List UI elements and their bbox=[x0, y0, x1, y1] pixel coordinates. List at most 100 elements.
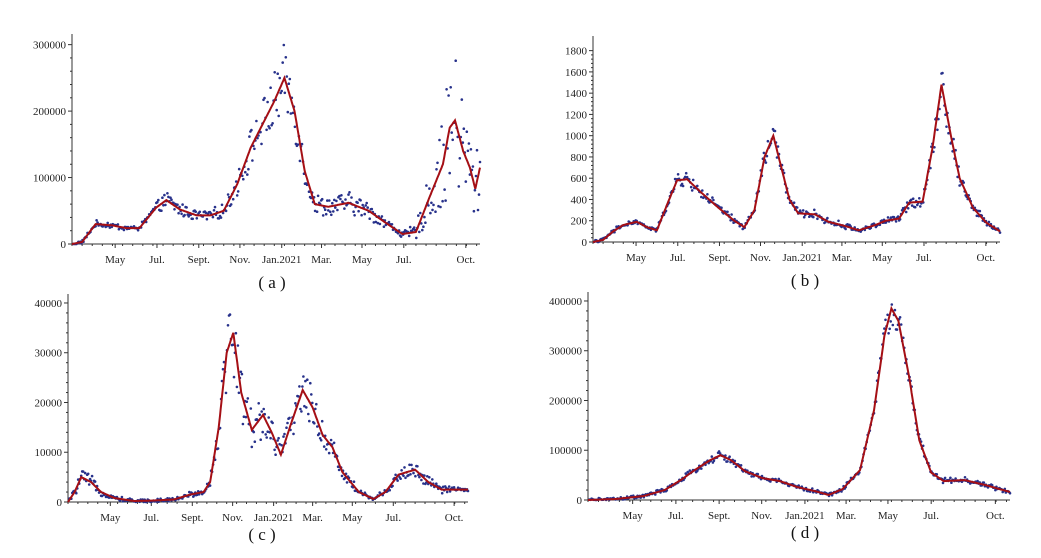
data-point bbox=[941, 481, 945, 485]
y-tick-label: 100000 bbox=[33, 173, 67, 185]
data-point bbox=[681, 184, 685, 188]
x-tick-label: Nov. bbox=[222, 512, 243, 524]
data-point bbox=[311, 401, 314, 405]
data-point bbox=[299, 407, 302, 411]
data-point bbox=[734, 465, 738, 469]
data-point bbox=[701, 189, 704, 192]
data-point bbox=[443, 188, 446, 191]
data-point bbox=[886, 216, 890, 219]
data-point bbox=[248, 135, 251, 138]
data-point bbox=[910, 204, 914, 207]
data-point bbox=[689, 185, 693, 189]
data-point bbox=[258, 413, 262, 417]
data-point bbox=[237, 167, 241, 171]
y-tick-label: 300000 bbox=[33, 40, 67, 52]
x-tick-label: Jul. bbox=[923, 510, 939, 522]
data-point bbox=[812, 215, 815, 219]
data-point bbox=[420, 478, 423, 482]
data-point bbox=[936, 128, 939, 132]
panel-caption-a: ( a ) bbox=[258, 273, 285, 292]
data-point bbox=[419, 211, 422, 215]
data-point bbox=[441, 485, 445, 489]
data-point bbox=[467, 142, 471, 145]
data-point bbox=[792, 201, 796, 204]
data-point bbox=[294, 402, 297, 405]
x-tick-label: May bbox=[623, 510, 644, 522]
data-point bbox=[457, 185, 461, 188]
y-tick-label: 1000 bbox=[565, 131, 588, 143]
data-point bbox=[364, 204, 368, 207]
data-point bbox=[180, 212, 183, 216]
data-point bbox=[896, 215, 900, 218]
data-point bbox=[317, 432, 321, 435]
data-point bbox=[350, 196, 353, 199]
data-point bbox=[438, 138, 441, 142]
data-point bbox=[245, 400, 249, 404]
data-point bbox=[183, 213, 186, 217]
data-point bbox=[943, 476, 947, 480]
data-point bbox=[281, 61, 285, 64]
fit-line bbox=[67, 332, 468, 503]
data-point bbox=[894, 220, 898, 223]
data-point bbox=[942, 83, 945, 86]
data-point bbox=[324, 448, 328, 451]
data-point bbox=[440, 491, 444, 495]
data-point bbox=[336, 465, 340, 469]
data-point bbox=[108, 226, 112, 229]
data-point bbox=[802, 215, 806, 219]
data-point bbox=[226, 324, 230, 327]
x-tick-label: Jan.2021 bbox=[262, 254, 301, 266]
data-point bbox=[246, 173, 249, 176]
data-point bbox=[708, 201, 711, 204]
data-point bbox=[428, 476, 431, 479]
data-point bbox=[766, 139, 770, 143]
data-point bbox=[429, 211, 432, 215]
panel-d: 0 100000 200000 300000 400000 May Jul. Sept. Nov… bbox=[549, 292, 1012, 542]
data-point bbox=[673, 177, 677, 181]
data-point bbox=[344, 198, 347, 201]
x-tick-label: Jul. bbox=[144, 512, 160, 524]
data-point bbox=[396, 479, 399, 482]
data-point bbox=[447, 485, 451, 488]
data-point bbox=[461, 141, 465, 144]
data-point bbox=[418, 230, 421, 234]
data-point bbox=[332, 441, 336, 445]
data-point bbox=[889, 320, 892, 323]
data-point bbox=[380, 215, 384, 218]
scatter-series bbox=[68, 313, 470, 504]
data-point bbox=[173, 208, 176, 211]
data-point bbox=[417, 214, 420, 217]
data-point bbox=[361, 203, 365, 207]
data-point bbox=[75, 491, 78, 495]
data-point bbox=[235, 385, 239, 389]
data-point bbox=[464, 180, 468, 183]
data-point bbox=[288, 77, 292, 81]
data-point bbox=[444, 486, 448, 490]
data-point bbox=[975, 214, 979, 218]
data-point bbox=[307, 412, 310, 416]
data-point bbox=[919, 205, 922, 208]
data-point bbox=[390, 223, 394, 226]
data-point bbox=[428, 187, 431, 190]
data-point bbox=[280, 443, 283, 447]
data-point bbox=[296, 143, 300, 146]
data-point bbox=[840, 490, 843, 493]
data-point bbox=[440, 125, 443, 128]
data-point bbox=[700, 467, 703, 470]
data-point bbox=[292, 432, 295, 436]
data-point bbox=[271, 122, 274, 125]
data-point bbox=[122, 228, 126, 232]
data-point bbox=[750, 475, 753, 478]
data-point bbox=[449, 86, 453, 89]
data-point bbox=[93, 480, 97, 483]
data-point bbox=[471, 165, 475, 168]
data-point bbox=[412, 471, 415, 475]
data-point bbox=[412, 226, 416, 229]
data-point bbox=[723, 458, 726, 461]
data-point bbox=[399, 235, 403, 238]
data-point bbox=[253, 440, 257, 444]
data-point bbox=[685, 175, 689, 179]
data-point bbox=[376, 221, 380, 225]
data-point bbox=[441, 199, 444, 203]
y-tick-label: 0 bbox=[582, 237, 588, 249]
